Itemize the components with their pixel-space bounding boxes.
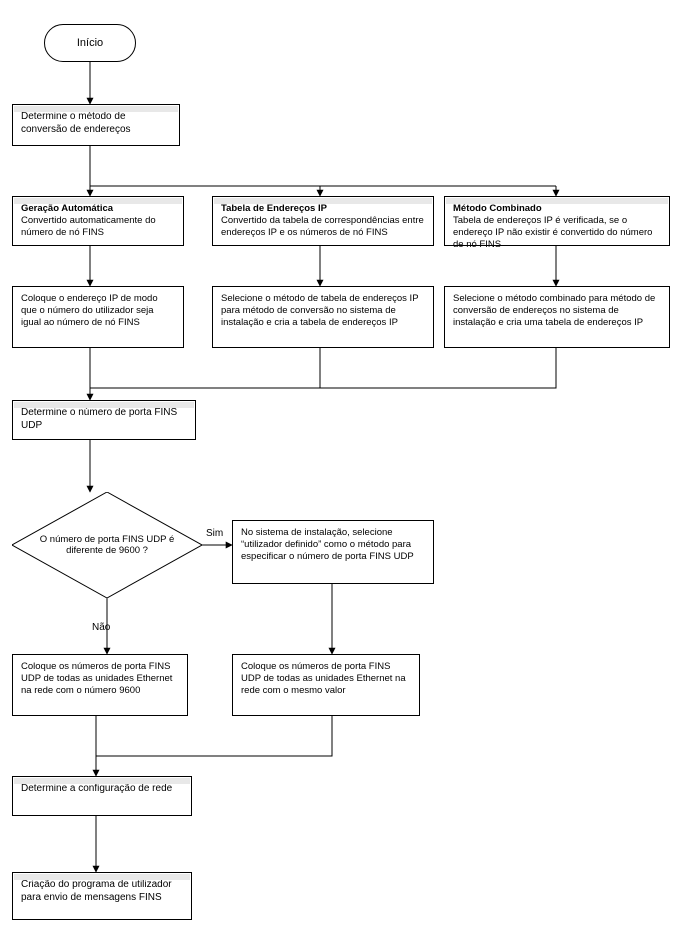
- step-determine-port: Determine o número de porta FINS UDP: [12, 400, 196, 440]
- step-text: Coloque os números de porta FINS UDP de …: [241, 661, 406, 696]
- step-user-program: Criação do programa de utilizador para e…: [12, 872, 192, 920]
- step-iptable-detail: Selecione o método de tabela de endereço…: [212, 286, 434, 348]
- branch-auto-text: Convertido automaticamente do número de …: [21, 215, 156, 238]
- decision-no-label: Não: [92, 622, 110, 633]
- step-text: Determine o método de conversão de ender…: [21, 111, 131, 135]
- step-userdef-port: No sistema de instalação, selecione “uti…: [232, 520, 434, 584]
- step-port-same: Coloque os números de porta FINS UDP de …: [232, 654, 420, 716]
- branch-iptable: Tabela de Endereços IP Convertido da tab…: [212, 196, 434, 246]
- start-label: Início: [77, 37, 103, 49]
- step-auto-detail: Coloque o endereço IP de modo que o núme…: [12, 286, 184, 348]
- branch-comb-text: Tabela de endereços IP é verificada, se …: [453, 215, 652, 250]
- step-text: Coloque o endereço IP de modo que o núme…: [21, 293, 158, 328]
- step-text: Determine a configuração de rede: [21, 783, 172, 794]
- step-text: Criação do programa de utilizador para e…: [21, 879, 172, 903]
- branch-iptable-text: Convertido da tabela de correspondências…: [221, 215, 424, 238]
- decision-text: O número de porta FINS UDP é diferente d…: [30, 534, 184, 556]
- branch-auto: Geração Automática Convertido automatica…: [12, 196, 184, 246]
- step-net-config: Determine a configuração de rede: [12, 776, 192, 816]
- step-port-9600: Coloque os números de porta FINS UDP de …: [12, 654, 188, 716]
- step-text: No sistema de instalação, selecione “uti…: [241, 527, 414, 562]
- branch-comb-title: Método Combinado: [453, 203, 661, 215]
- branch-combined: Método Combinado Tabela de endereços IP …: [444, 196, 670, 246]
- step-text: Selecione o método de tabela de endereço…: [221, 293, 418, 328]
- step-combined-detail: Selecione o método combinado para método…: [444, 286, 670, 348]
- branch-auto-title: Geração Automática: [21, 203, 175, 215]
- step-text: Selecione o método combinado para método…: [453, 293, 655, 328]
- decision-port-9600: O número de porta FINS UDP é diferente d…: [12, 492, 202, 598]
- branch-iptable-title: Tabela de Endereços IP: [221, 203, 425, 215]
- step-conversion-method: Determine o método de conversão de ender…: [12, 104, 180, 146]
- decision-yes-label: Sim: [206, 528, 223, 539]
- start-node: Início: [44, 24, 136, 62]
- step-text: Coloque os números de porta FINS UDP de …: [21, 661, 172, 696]
- step-text: Determine o número de porta FINS UDP: [21, 407, 177, 431]
